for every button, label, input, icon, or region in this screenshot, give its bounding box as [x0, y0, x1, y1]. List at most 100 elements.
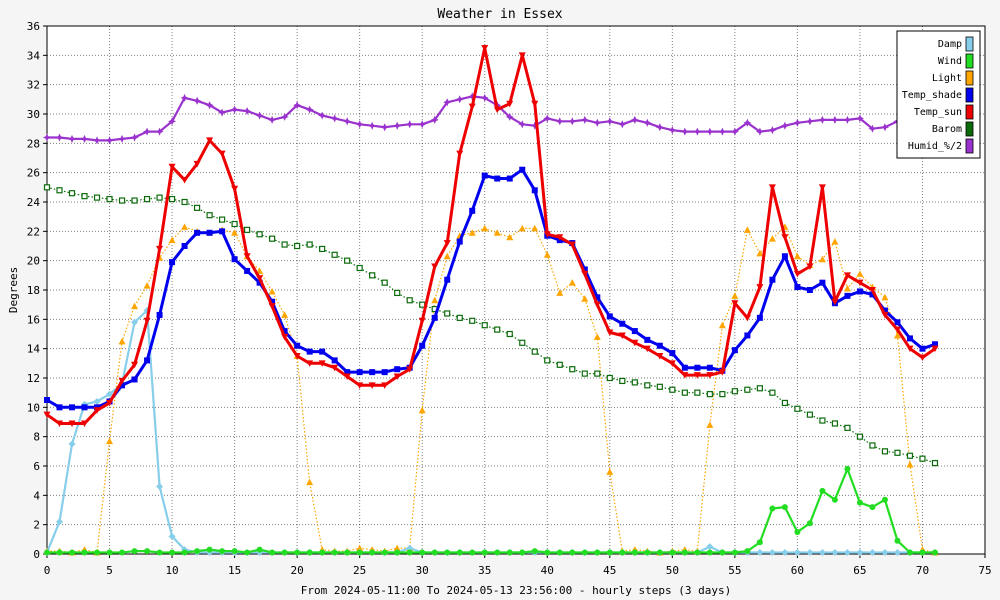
data-point-wind — [169, 549, 176, 556]
data-point-temp-sun — [831, 298, 839, 306]
data-point-wind — [69, 549, 76, 556]
data-point-temp-sun — [43, 411, 51, 419]
data-point-barom — [581, 370, 588, 377]
data-point-temp-shade — [456, 238, 463, 245]
data-point-humid-2 — [455, 95, 464, 104]
data-point-barom — [344, 257, 351, 264]
data-point-barom — [231, 220, 238, 228]
data-point-temp-shade — [856, 288, 863, 295]
legend-label-damp: Damp — [938, 39, 962, 50]
x-tick-label: 45 — [603, 564, 616, 577]
series-temp-shade — [44, 166, 938, 411]
data-point-temp-shade — [331, 357, 338, 364]
data-point-temp-sun — [406, 366, 414, 373]
data-point-barom — [931, 459, 939, 467]
data-point-temp-sun — [868, 287, 876, 294]
data-point-humid-2 — [230, 105, 239, 114]
data-point-wind — [194, 548, 201, 555]
data-point-temp-shade — [606, 313, 613, 320]
data-point-light — [793, 252, 801, 260]
data-point-light — [118, 337, 126, 345]
data-point-damp — [881, 549, 889, 557]
data-point-temp-sun — [156, 245, 164, 253]
data-point-barom — [394, 289, 401, 297]
data-point-humid-2 — [743, 118, 752, 127]
x-tick-label: 40 — [541, 564, 554, 577]
data-point-barom — [781, 399, 788, 407]
data-point-wind — [519, 549, 526, 556]
y-tick-label: 24 — [27, 196, 41, 209]
data-point-wind — [931, 549, 938, 556]
legend-label-temp-sun: Temp_sun — [914, 107, 962, 118]
data-point-barom — [794, 405, 801, 412]
data-point-wind — [881, 496, 888, 503]
data-point-light — [731, 292, 739, 299]
data-point-temp-sun — [368, 382, 376, 389]
data-point-wind — [256, 546, 263, 553]
data-point-humid-2 — [130, 133, 139, 142]
data-point-temp-shade — [806, 287, 813, 293]
data-point-barom — [719, 391, 726, 398]
y-tick-label: 20 — [27, 255, 40, 268]
legend-swatch-barom — [965, 121, 974, 137]
data-point-humid-2 — [280, 112, 289, 121]
data-point-wind — [594, 549, 601, 556]
data-point-wind — [294, 549, 301, 556]
y-tick-label: 34 — [27, 49, 41, 62]
data-point-wind — [606, 549, 613, 556]
data-point-humid-2 — [55, 133, 64, 142]
data-point-damp — [768, 549, 776, 557]
data-point-barom — [869, 442, 876, 449]
data-point-temp-shade — [769, 276, 776, 283]
data-point-wind — [94, 549, 101, 556]
series-barom — [43, 184, 939, 467]
data-point-barom — [481, 322, 488, 329]
data-point-humid-2 — [343, 117, 352, 126]
data-point-barom — [419, 301, 426, 308]
data-point-barom — [681, 389, 688, 396]
data-point-wind — [781, 504, 788, 511]
data-point-wind — [694, 549, 701, 556]
data-point-temp-sun — [293, 353, 301, 360]
data-point-humid-2 — [843, 115, 852, 124]
data-point-temp-sun — [318, 360, 326, 367]
data-point-temp-sun — [781, 234, 789, 241]
data-point-light — [231, 229, 239, 236]
data-point-temp-sun — [543, 231, 551, 238]
data-point-wind — [619, 549, 626, 556]
data-point-barom — [106, 195, 113, 203]
data-point-wind — [769, 505, 776, 512]
data-point-light — [481, 224, 489, 232]
data-point-damp — [818, 549, 826, 557]
data-point-temp-sun — [656, 353, 664, 360]
data-point-temp-shade — [206, 229, 213, 236]
x-tick-label: 20 — [291, 564, 304, 577]
data-point-barom — [118, 197, 126, 204]
x-tick-label: 5 — [106, 564, 113, 577]
data-point-barom — [731, 388, 738, 395]
data-point-barom — [806, 411, 814, 418]
data-point-temp-sun — [756, 284, 764, 291]
data-point-wind — [906, 549, 913, 556]
data-point-barom — [656, 383, 663, 390]
data-point-wind — [181, 549, 188, 556]
data-point-barom — [43, 184, 51, 191]
data-point-light — [431, 296, 439, 304]
data-point-humid-2 — [618, 120, 627, 129]
y-tick-label: 4 — [33, 489, 40, 502]
y-tick-label: 6 — [33, 460, 40, 473]
data-point-temp-shade — [781, 253, 788, 260]
data-point-temp-sun — [118, 377, 126, 385]
data-point-wind — [281, 549, 288, 556]
data-point-barom — [494, 326, 501, 333]
data-point-light — [843, 285, 851, 292]
data-point-temp-sun — [881, 311, 889, 319]
data-point-light — [706, 421, 714, 428]
data-point-light — [831, 238, 839, 245]
data-point-light — [493, 229, 501, 236]
data-point-barom — [381, 279, 388, 286]
data-point-wind — [106, 549, 113, 556]
data-point-humid-2 — [43, 133, 51, 142]
data-point-barom — [919, 455, 926, 462]
data-point-light — [581, 295, 589, 302]
